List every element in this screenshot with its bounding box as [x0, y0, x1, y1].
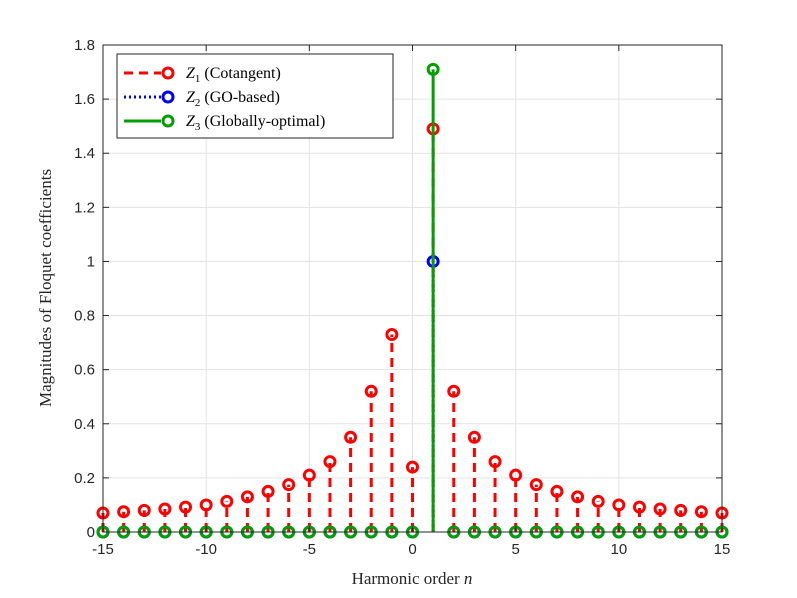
x-tick-label: -10	[195, 541, 217, 558]
y-axis-label: Magnitudes of Floquet coefficients	[36, 169, 55, 407]
x-tick-label: -15	[92, 541, 114, 558]
stem-marker	[674, 503, 688, 517]
y-tick-label: 1.2	[74, 199, 95, 216]
x-axis-label: Harmonic order n	[352, 569, 473, 588]
stem-marker	[282, 478, 296, 492]
stem-marker	[117, 505, 131, 519]
legend: Z1 (Cotangent) Z2 (GO-based) Z3 (Globally-…	[116, 53, 394, 139]
stem-marker	[488, 455, 502, 469]
stem-marker	[694, 505, 708, 519]
legend-label-2: Z2 (GO-based)	[186, 89, 280, 109]
y-tick-label: 1.6	[74, 91, 95, 108]
stem-marker	[240, 490, 254, 504]
stem-marker	[344, 430, 358, 444]
y-tick-label: 0	[87, 524, 95, 541]
x-tick-label: 5	[511, 541, 519, 558]
y-tick-label: 0.2	[74, 470, 95, 487]
stem-marker	[612, 498, 626, 512]
stem-marker	[261, 484, 275, 498]
stem-marker	[426, 62, 440, 76]
stem-marker	[179, 500, 193, 514]
y-tick-label: 1.8	[74, 37, 95, 54]
stem-marker	[364, 384, 378, 398]
stem-marker	[323, 455, 337, 469]
stem-marker	[302, 468, 316, 482]
stem-marker	[571, 490, 585, 504]
x-tick-label: 10	[610, 541, 627, 558]
stem-marker	[550, 484, 564, 498]
legend-marker-2	[161, 90, 175, 104]
y-tick-label: 0.4	[74, 416, 95, 433]
stem-marker	[447, 384, 461, 398]
stem-marker	[385, 327, 399, 341]
y-tick-label: 0.8	[74, 308, 95, 325]
ticks: -15 -10 -5 0 5 10 15 0 0.2 0.4 0.6 0.8 1 1.2 1.4 1.6 1.8	[74, 37, 730, 558]
legend-marker-1	[161, 66, 175, 80]
stem-marker	[220, 494, 234, 508]
y-tick-label: 1	[87, 253, 95, 270]
legend-marker-3	[161, 114, 175, 128]
stem-marker	[632, 500, 646, 514]
stem-marker	[591, 494, 605, 508]
x-tick-label: 15	[714, 541, 731, 558]
stem-marker	[509, 468, 523, 482]
stem-marker	[406, 460, 419, 474]
x-tick-label: 0	[408, 541, 416, 558]
stem-marker	[467, 430, 481, 444]
stem-marker	[137, 503, 151, 517]
legend-label-3: Z3 (Globally-optimal)	[186, 113, 325, 133]
stem-marker	[199, 498, 213, 512]
stem-marker	[158, 502, 172, 516]
stem-marker	[653, 502, 667, 516]
legend-label-1: Z1 (Cotangent)	[186, 65, 281, 85]
y-tick-label: 0.6	[74, 362, 95, 379]
x-tick-label: -5	[303, 541, 316, 558]
y-tick-label: 1.4	[74, 145, 95, 162]
stem-marker	[529, 478, 543, 492]
